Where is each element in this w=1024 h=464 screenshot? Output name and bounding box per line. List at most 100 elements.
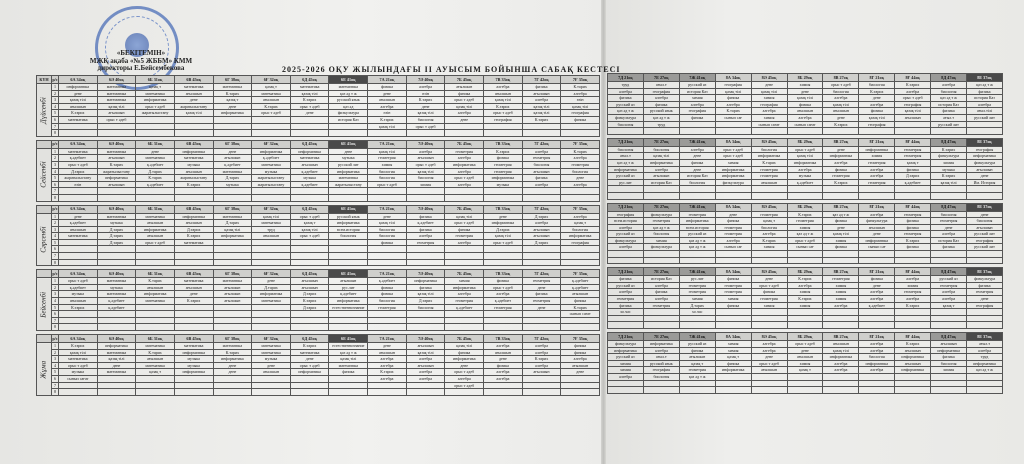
lesson-cell: қазақ тілі [822,230,860,238]
lesson-cell: физика [560,297,600,305]
lesson-cell: ағылшын [135,283,175,292]
lesson-cell: алгебра [858,295,896,303]
lesson-cell: геометрия [483,303,523,312]
lesson-cell: дене [212,361,253,370]
class-header: 7Г 42оқ [521,269,562,279]
lesson-cell: дене [786,346,824,355]
lesson-cell: геометрия [894,210,932,219]
lesson-cell: қазақ т [251,83,291,91]
lesson-number: 4 [51,361,59,370]
lesson-cell: ағылшын [822,340,860,348]
lesson-cell: химия [750,301,788,310]
lesson-cell: информатика [173,147,214,156]
lesson-cell [328,323,369,331]
lesson-cell: математика [251,348,291,357]
class-header: 6Д 45оқ [289,269,330,279]
lesson-cell: алгебра [405,368,446,376]
class-header: 7Ә 40оқ [405,334,446,343]
lesson-cell [714,127,752,135]
lesson-cell: қазақ тілі [58,96,98,104]
lesson-cell: музыка [289,174,330,182]
lesson-cell [483,323,523,331]
lesson-cell: информатика [966,359,1003,368]
day-label: Бейсенбі [36,277,52,331]
class-header: 7А 21оқ [367,204,407,214]
class-header: 8Д 47оқ [930,332,968,341]
lesson-cell: математика [96,147,137,156]
lesson-cell [328,258,369,267]
lesson-row: 8 [37,129,600,137]
lesson-cell: қаз әд т ж [607,107,644,115]
lesson-cell: информатика [328,167,369,176]
lesson-cell: геометрия [966,288,1003,297]
lesson-cell: математика [212,277,253,285]
lesson-cell [289,310,330,318]
lesson-cell [822,372,860,381]
lesson-row: 3 ағылшын Д.тарих информатика Д.тарих қазақ т… [37,225,600,234]
lesson-cell [96,381,137,390]
lesson-cell: информатика [714,165,752,174]
lesson-cell: физкультура [642,243,680,252]
lesson-cell: алгебра [483,368,523,376]
lesson-cell: К.тарих [173,297,214,305]
lesson-cell [96,187,137,195]
lesson-cell [173,252,214,260]
lesson-cell: К.тарих [483,147,523,156]
lesson-cell: қазақ тілі [714,87,752,96]
lesson-cell: физика [822,217,860,225]
lesson-cell [405,310,446,318]
lesson-cell [714,379,752,388]
lesson-cell: қазақ т [135,83,175,91]
lesson-cell: орыс т әдеб [786,236,824,245]
class-header: 7Ғ 35оқ [560,139,600,149]
lesson-cell: химия [607,359,644,368]
lesson-cell: ағылшын [251,96,291,104]
lesson-cell [289,374,330,383]
lesson-cell [714,321,752,329]
lesson-cell [822,308,860,316]
lesson-cell: геометрия [750,210,788,219]
lesson-row: информатика алгебра физика химия алгебра дене… [607,346,1003,355]
lesson-cell: қ.әдебиет [135,180,175,189]
lesson-cell: жаратылыстану [251,174,291,182]
lesson-cell: қ.әдебиет [367,277,407,285]
lesson-number-header: р/с [51,334,59,343]
lesson-cell: орыс т әдеб [405,122,446,131]
lesson-cell: математика [135,89,175,98]
class-header: 6Е 41оқ [328,139,369,149]
lesson-cell: геометрия [894,230,932,238]
class-header: 6А 34оқ [58,75,98,84]
lesson-cell [966,372,1003,381]
lesson-cell: ағылшын [173,89,214,98]
lesson-cell: физика [894,217,932,225]
lesson-cell [58,388,98,396]
class-header: 8Ә 45оқ [750,73,788,82]
lesson-cell [521,187,562,195]
lesson-cell: ағылшын [367,348,407,357]
corner-cell [36,204,52,214]
lesson-row: қаз әд т ж информатика физика химия К.тарих и… [607,158,1003,167]
lesson-cell: ағылшын [405,361,446,370]
lesson-cell [212,388,253,396]
lesson-cell: Д.тарих [521,212,562,221]
lesson-cell: қ.әдебиет [894,178,932,187]
lesson-cell: русский яз [678,81,716,89]
lesson-cell: биология [367,167,407,176]
lesson-cell [96,310,137,318]
lesson-row: русский яз биология русский яз геометрия алг… [607,230,1003,238]
lesson-cell: физика [560,348,600,357]
lesson-cell [750,250,788,258]
lesson-cell: алгебра [367,102,407,111]
class-header: 7Ж 41оқ [678,202,716,212]
lesson-cell [367,310,407,318]
lesson-cell: алгебра [786,113,824,122]
lesson-cell: ағылшын [367,96,407,104]
lesson-cell [678,127,716,135]
lesson-cell: информатика [173,212,214,221]
lesson-cell: физика [367,238,407,247]
lesson-cell [822,386,860,394]
lesson-cell: ағылшын [521,225,562,234]
lesson-cell [483,193,523,202]
class-header: 7А 21оқ [367,139,407,149]
lesson-cell: математика [289,348,330,357]
